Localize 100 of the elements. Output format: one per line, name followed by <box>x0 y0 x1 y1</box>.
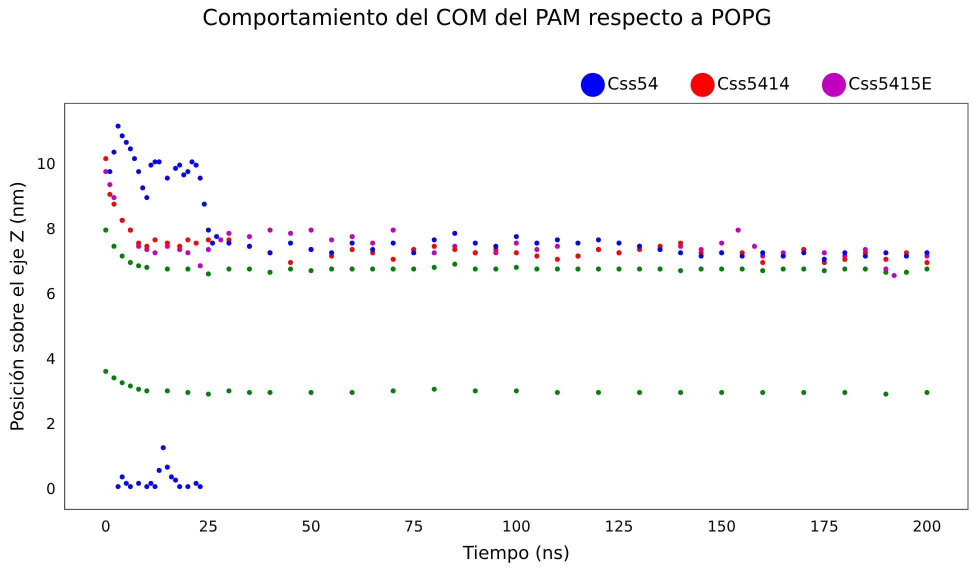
y-axis-title: Posición sobre el eje Z (nm) <box>7 181 28 432</box>
point <box>432 264 437 270</box>
point <box>246 266 252 272</box>
point <box>164 266 170 272</box>
point <box>822 250 827 256</box>
point <box>411 266 416 272</box>
point <box>288 266 294 272</box>
point <box>760 260 766 266</box>
x-tick-label: 125 <box>604 517 634 536</box>
point <box>120 254 125 259</box>
point <box>350 234 355 240</box>
point <box>226 388 232 394</box>
point <box>616 266 622 272</box>
point <box>136 386 142 392</box>
point <box>432 244 437 249</box>
point <box>246 234 252 240</box>
point <box>111 375 116 380</box>
point <box>390 228 396 233</box>
point <box>370 240 376 246</box>
point <box>128 383 133 388</box>
point <box>390 256 396 262</box>
point <box>842 256 848 262</box>
point <box>111 202 116 207</box>
point <box>370 266 376 272</box>
point <box>177 244 182 249</box>
point <box>226 230 232 236</box>
point <box>198 263 203 268</box>
point <box>103 156 108 162</box>
point <box>534 266 540 272</box>
point <box>288 230 294 236</box>
y-tick-label: 0 <box>46 480 56 498</box>
y-tick-label: 4 <box>46 350 56 368</box>
point <box>554 256 560 262</box>
point <box>390 388 396 394</box>
point <box>760 390 766 395</box>
point <box>575 266 580 272</box>
x-tick-label: 25 <box>198 517 218 536</box>
point <box>801 390 806 395</box>
point <box>822 268 827 274</box>
point <box>801 266 806 272</box>
point <box>144 264 150 270</box>
point <box>267 228 272 233</box>
y-tick-label: 8 <box>46 220 56 238</box>
point <box>554 244 560 249</box>
point <box>432 386 437 392</box>
x-tick-label: 150 <box>707 517 736 536</box>
point <box>514 250 519 256</box>
point <box>719 240 724 246</box>
point <box>329 237 334 242</box>
x-tick-label: 200 <box>912 517 942 536</box>
point <box>514 264 519 270</box>
point <box>206 271 211 276</box>
y-tick-label: 6 <box>46 284 56 303</box>
point <box>637 390 642 395</box>
point <box>329 266 334 272</box>
legend-label: Css5414 <box>717 74 790 94</box>
point <box>452 247 458 252</box>
point <box>883 392 888 397</box>
point <box>103 368 108 374</box>
point <box>350 266 355 272</box>
point <box>452 262 458 267</box>
point <box>308 390 314 395</box>
point <box>892 273 897 278</box>
point <box>842 266 848 272</box>
point <box>206 237 211 242</box>
point <box>267 270 272 275</box>
point <box>924 266 930 272</box>
x-tick-label: 75 <box>404 517 424 536</box>
point <box>678 240 684 246</box>
point <box>103 169 108 174</box>
chart-title: Comportamiento del COM del PAM respecto a POPG <box>202 6 772 31</box>
point <box>678 268 684 274</box>
point <box>111 195 116 200</box>
point <box>554 266 560 272</box>
legend-label: Css54 <box>607 74 659 94</box>
point <box>107 182 112 188</box>
point <box>267 390 272 395</box>
point <box>128 260 133 266</box>
point <box>185 266 190 272</box>
point <box>883 256 888 262</box>
point <box>152 237 158 242</box>
point <box>350 390 355 395</box>
point <box>514 240 519 246</box>
point <box>152 250 158 256</box>
point <box>736 228 741 233</box>
point <box>390 266 396 272</box>
point <box>658 266 663 272</box>
point <box>144 388 150 394</box>
point <box>514 388 519 394</box>
point <box>103 228 108 233</box>
point <box>842 390 848 395</box>
legend-label: Css5415E <box>848 74 932 94</box>
point <box>136 263 142 268</box>
point <box>472 388 478 394</box>
point <box>107 192 112 197</box>
point <box>904 270 909 275</box>
point <box>164 240 170 246</box>
point <box>740 266 745 272</box>
point <box>719 266 724 272</box>
point <box>308 268 314 274</box>
